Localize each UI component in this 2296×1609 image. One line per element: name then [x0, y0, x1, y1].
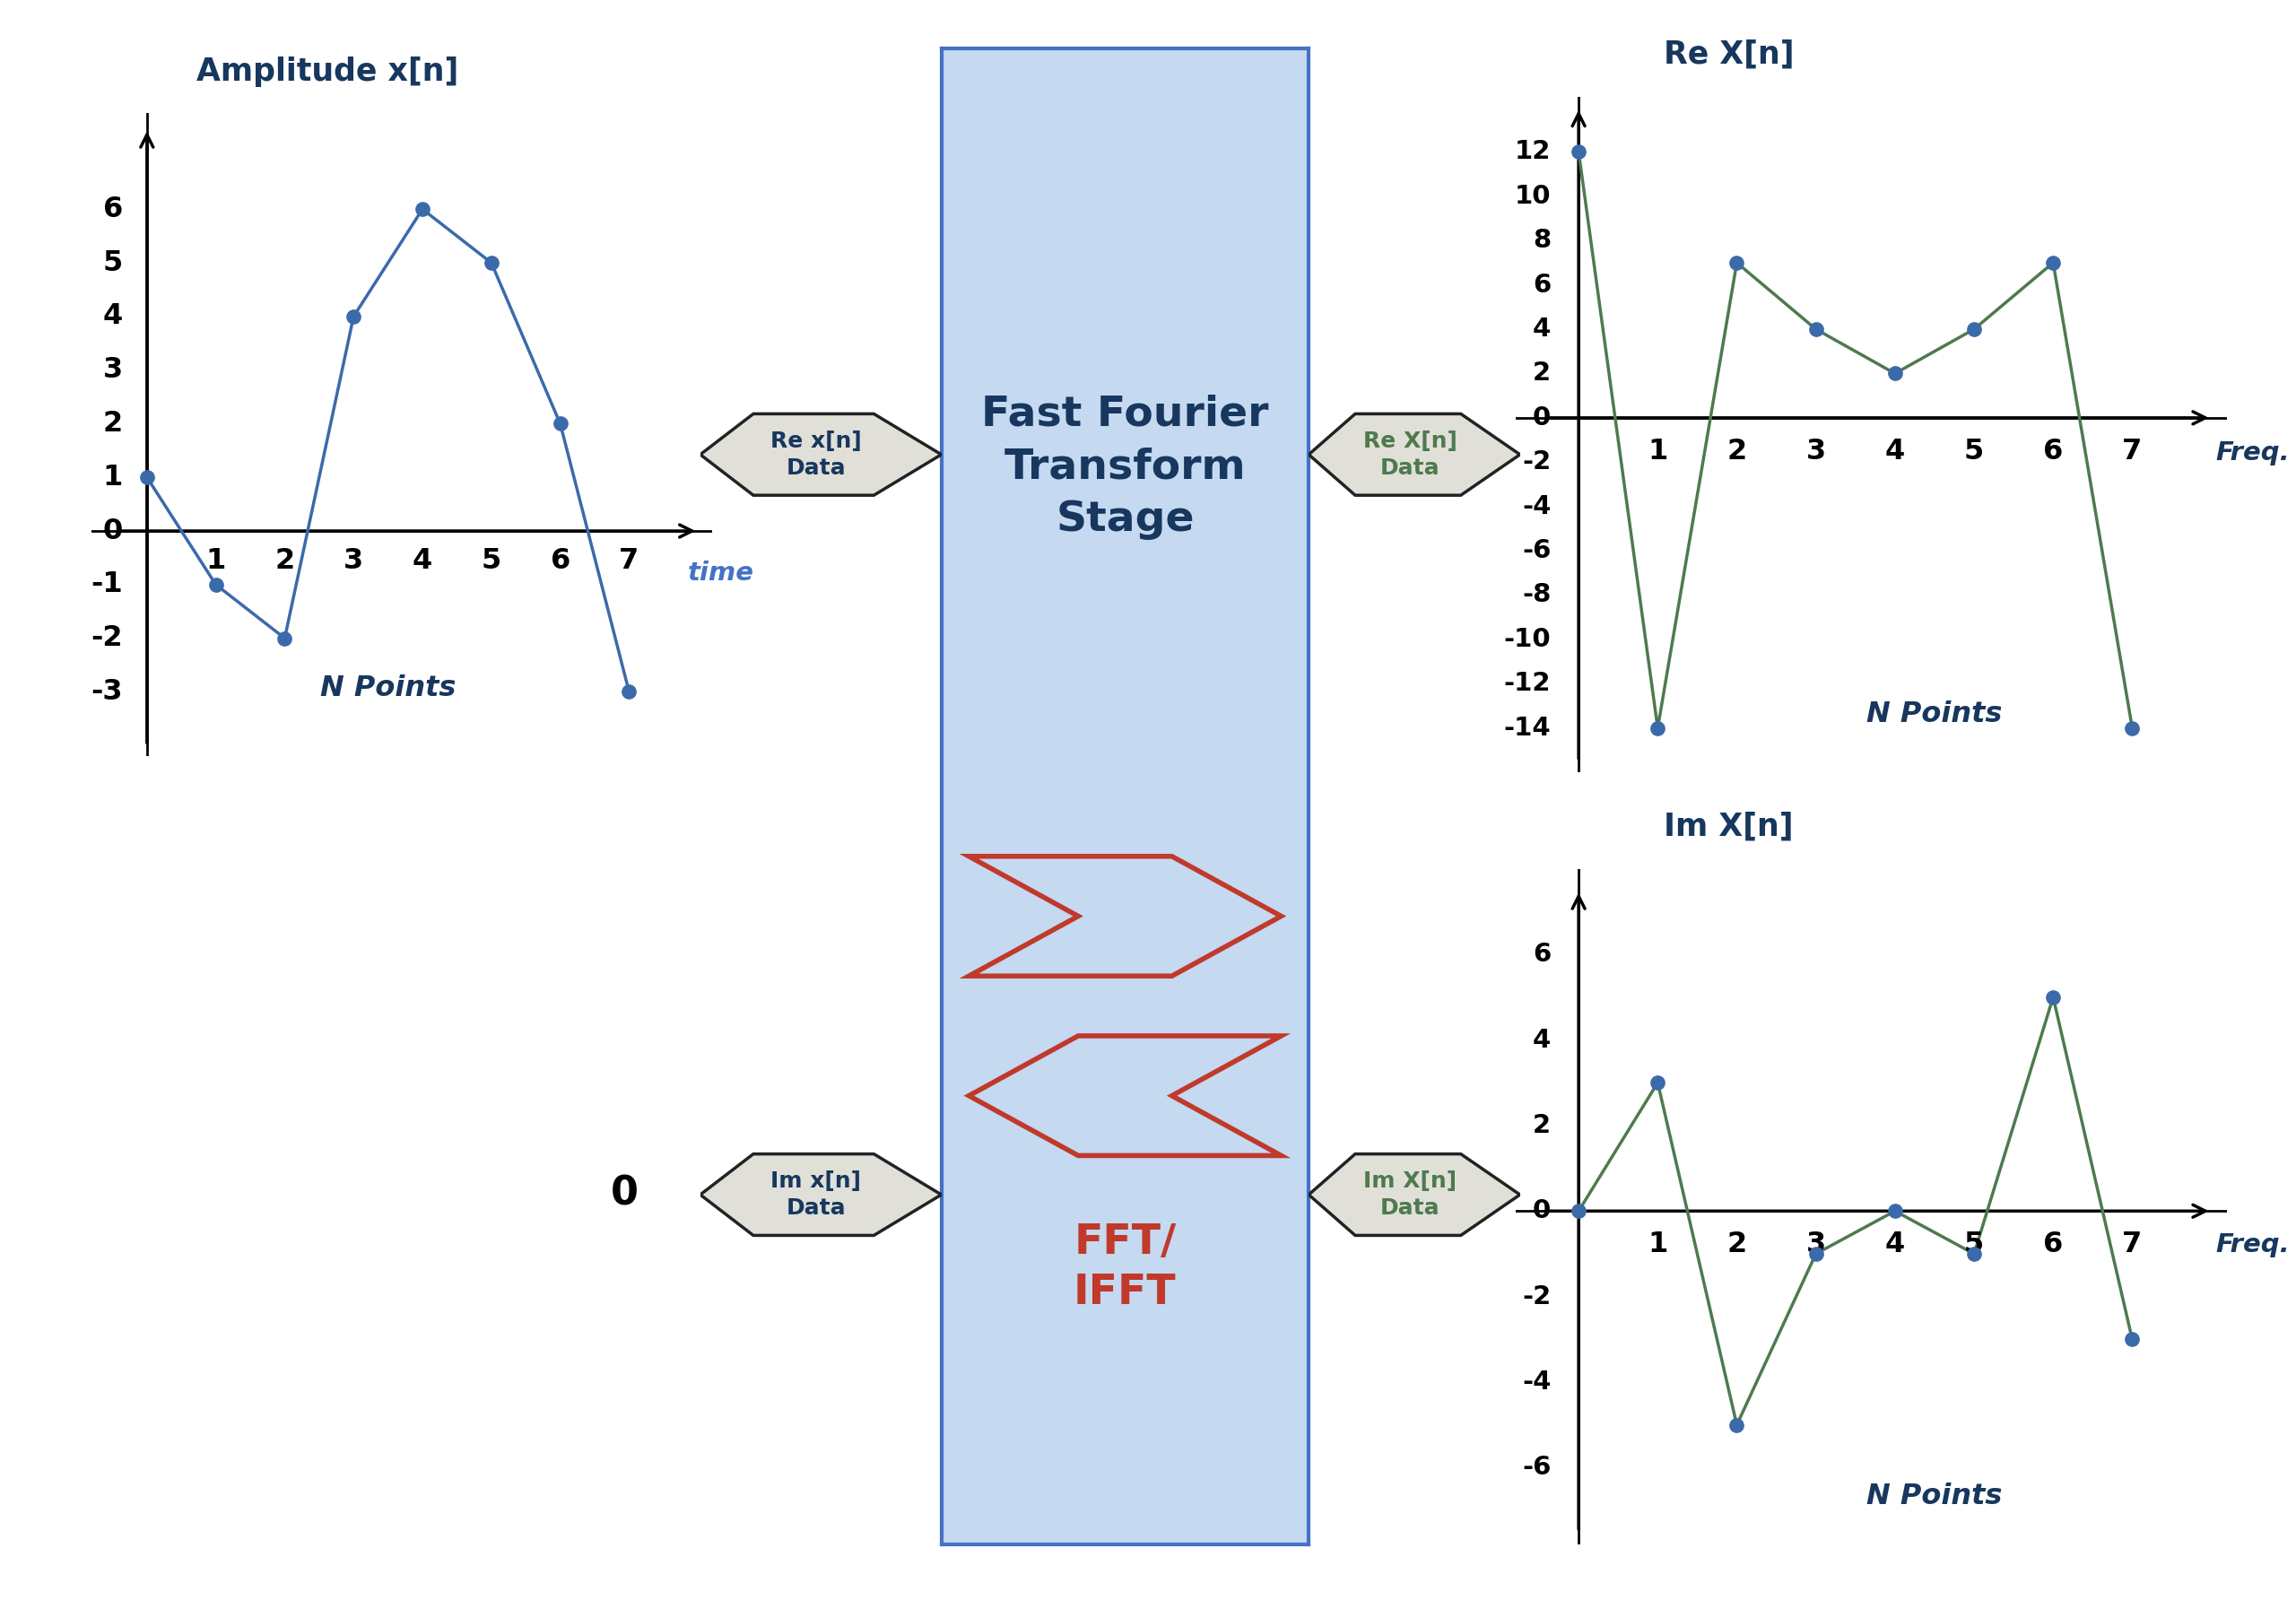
Text: 6: 6 [103, 195, 124, 224]
Text: 6: 6 [2043, 438, 2064, 465]
Text: 7: 7 [620, 547, 638, 574]
Text: -6: -6 [1522, 1455, 1552, 1480]
Text: 6: 6 [1534, 941, 1552, 967]
Text: 4: 4 [1534, 1028, 1552, 1052]
Text: -3: -3 [92, 677, 124, 706]
Text: 0: 0 [103, 516, 124, 545]
Text: FFT/
IFFT: FFT/ IFFT [1075, 1223, 1176, 1313]
Text: Freq.: Freq. [2216, 1232, 2289, 1258]
Text: time: time [689, 560, 753, 586]
Text: 5: 5 [482, 547, 501, 574]
Text: 4: 4 [1534, 317, 1552, 341]
Text: -6: -6 [1522, 537, 1552, 563]
Text: 6: 6 [1534, 272, 1552, 298]
Text: N Points: N Points [1867, 700, 2002, 727]
Text: Fast Fourier
Transform
Stage: Fast Fourier Transform Stage [980, 394, 1270, 541]
Text: Amplitude x[n]: Amplitude x[n] [195, 56, 459, 87]
Text: Im X[n]
Data: Im X[n] Data [1364, 1171, 1456, 1218]
Text: 6: 6 [2043, 1231, 2064, 1258]
Polygon shape [700, 414, 941, 496]
Text: 4: 4 [413, 547, 432, 574]
Text: N Points: N Points [319, 674, 457, 703]
Text: 5: 5 [1963, 438, 1984, 465]
Text: -2: -2 [92, 624, 124, 652]
Text: 1: 1 [103, 463, 124, 491]
Text: 0: 0 [611, 1175, 638, 1213]
Text: 5: 5 [1963, 1231, 1984, 1258]
Text: 4: 4 [103, 302, 124, 330]
Text: 2: 2 [1534, 360, 1552, 386]
Text: Im X[n]: Im X[n] [1665, 811, 1793, 842]
Text: -2: -2 [1522, 1284, 1552, 1310]
Polygon shape [1309, 414, 1520, 496]
Text: 7: 7 [2122, 1231, 2142, 1258]
Text: -14: -14 [1504, 716, 1552, 740]
Text: 5: 5 [103, 249, 124, 277]
Text: Re X[n]
Data: Re X[n] Data [1364, 431, 1458, 478]
Text: 3: 3 [103, 356, 124, 385]
Text: 2: 2 [1534, 1113, 1552, 1138]
Text: 12: 12 [1515, 140, 1552, 164]
Text: 0: 0 [1534, 1199, 1552, 1223]
Text: 2: 2 [103, 410, 124, 438]
Text: Re x[n]
Data: Re x[n] Data [771, 431, 861, 478]
Text: 3: 3 [344, 547, 363, 574]
Text: 7: 7 [2122, 438, 2142, 465]
Text: 3: 3 [1807, 1231, 1825, 1258]
Text: -4: -4 [1522, 1369, 1552, 1395]
Text: 2: 2 [1727, 438, 1747, 465]
Text: 4: 4 [1885, 438, 1906, 465]
Text: -12: -12 [1504, 671, 1552, 697]
Text: 1: 1 [1649, 1231, 1667, 1258]
Text: 4: 4 [1885, 1231, 1906, 1258]
Text: -4: -4 [1522, 494, 1552, 520]
Text: 6: 6 [551, 547, 569, 574]
Polygon shape [1309, 1154, 1520, 1236]
Polygon shape [700, 1154, 941, 1236]
Text: -8: -8 [1522, 582, 1552, 608]
Text: N Points: N Points [1867, 1482, 2002, 1511]
Text: 1: 1 [1649, 438, 1667, 465]
Text: Freq.: Freq. [2216, 439, 2289, 465]
Text: 2: 2 [276, 547, 294, 574]
Text: 8: 8 [1534, 228, 1552, 253]
Text: -10: -10 [1504, 628, 1552, 652]
Text: 1: 1 [207, 547, 225, 574]
Text: Re X[n]: Re X[n] [1665, 39, 1793, 69]
Text: -1: -1 [92, 571, 124, 599]
Text: -2: -2 [1522, 449, 1552, 475]
Text: 2: 2 [1727, 1231, 1747, 1258]
Text: 10: 10 [1515, 183, 1552, 209]
Text: 0: 0 [1534, 405, 1552, 430]
Text: Im x[n]
Data: Im x[n] Data [771, 1171, 861, 1218]
Text: 3: 3 [1807, 438, 1825, 465]
